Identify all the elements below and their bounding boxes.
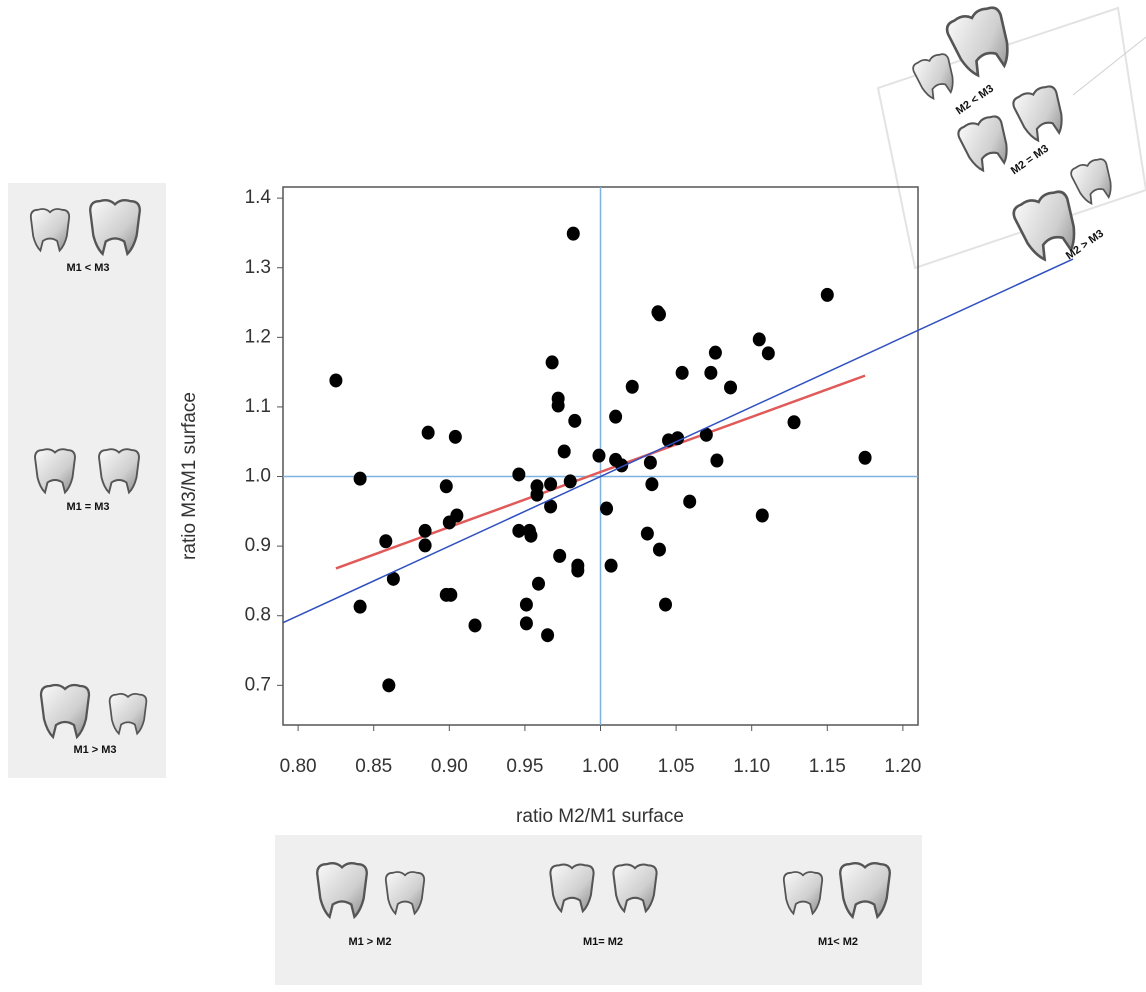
panel-label: M1 > M3 [73,744,116,756]
point [329,373,343,388]
point [683,494,697,509]
y-axis-title: ratio M3/M1 surface [179,392,200,560]
panel-label: M1< M2 [818,936,858,948]
x-tick-label: 0.80 [280,756,317,777]
x-tick-label: 0.95 [506,756,543,777]
x-tick-label: 1.05 [658,756,695,777]
point [604,558,618,573]
line-extension [1072,36,1146,96]
point [752,332,766,347]
point [592,448,606,463]
point [519,616,533,631]
point [571,563,585,578]
bottom-panel [275,835,922,985]
panel-label: M1 < M3 [66,262,109,274]
left-panel [8,183,166,778]
point [652,307,666,322]
point [379,534,393,549]
point [519,597,533,612]
point [710,453,724,468]
point [755,508,769,523]
point [532,576,546,591]
point [708,345,722,360]
point [512,467,526,482]
point [699,427,713,442]
panel-label: M1 > M2 [348,936,391,948]
point [353,471,367,486]
y-tick-label: 1.0 [245,466,271,487]
point [557,444,571,459]
y-tick-label: 0.7 [245,674,271,695]
point [421,425,435,440]
point [353,599,367,614]
y-tick-label: 1.4 [245,187,272,208]
y-tick-label: 1.3 [245,257,271,278]
point [382,678,396,693]
point [541,628,555,643]
y-tick-label: 1.1 [245,396,271,417]
x-tick-label: 1.00 [582,756,619,777]
y-tick-label: 1.2 [245,326,271,347]
point [512,523,526,538]
panel-label: M1= M2 [583,936,623,948]
point [448,429,462,444]
point [568,413,582,428]
point [659,597,673,612]
point [553,548,567,563]
y-tick-label: 0.9 [245,535,271,556]
x-tick-label: 0.85 [355,756,392,777]
point [418,523,432,538]
point [643,455,657,470]
point [858,450,872,465]
point [761,346,775,361]
point [418,538,432,553]
point [566,226,580,241]
point [544,499,558,514]
point [787,415,801,430]
point [652,542,666,557]
panel-label: M1 = M3 [66,501,109,513]
point [545,355,559,370]
point [645,477,659,492]
x-tick-label: 1.15 [809,756,846,777]
point [444,587,458,602]
point [820,287,834,302]
point [563,474,577,489]
point [609,409,623,424]
point [524,528,538,543]
y-tick-label: 0.8 [245,605,271,626]
point [724,380,738,395]
point [704,365,718,380]
x-tick-label: 1.10 [733,756,770,777]
point [439,479,453,494]
point [625,379,639,394]
point [600,501,614,516]
x-axis-title: ratio M2/M1 surface [516,806,684,827]
point [450,508,464,523]
point [675,365,689,380]
identity-line [282,258,1074,624]
point [386,571,400,586]
x-tick-label: 0.90 [431,756,468,777]
point [530,487,544,502]
plot [283,187,918,725]
x-tick-label: 1.20 [884,756,921,777]
point [640,526,654,541]
point [551,398,565,413]
point [544,477,558,492]
point [468,618,482,633]
